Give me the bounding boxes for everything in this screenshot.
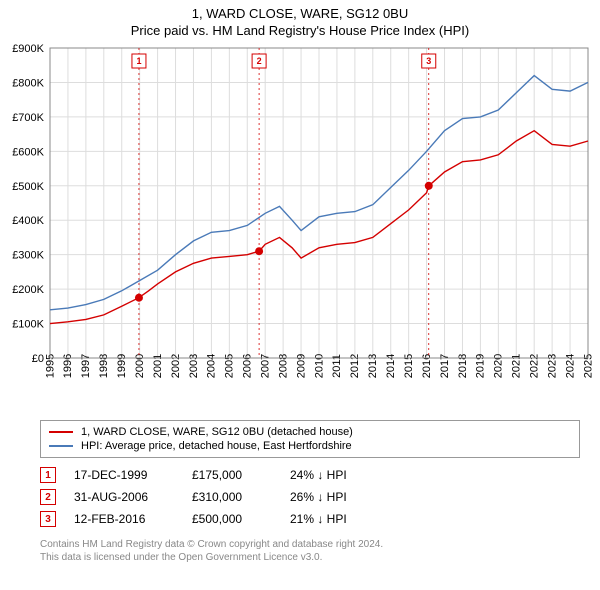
legend: 1, WARD CLOSE, WARE, SG12 0BU (detached … xyxy=(40,420,580,458)
event-hpi: 26% ↓ HPI xyxy=(290,490,390,504)
svg-text:2001: 2001 xyxy=(152,354,164,378)
legend-row: 1, WARD CLOSE, WARE, SG12 0BU (detached … xyxy=(49,425,571,439)
event-price: £500,000 xyxy=(192,512,272,526)
chart-svg: £0 £100K £200K £300K £400K £500K £600K £700K £80… xyxy=(0,42,600,412)
svg-text:2006: 2006 xyxy=(242,354,254,378)
svg-text:1: 1 xyxy=(136,56,141,66)
svg-text:2019: 2019 xyxy=(475,354,487,378)
event-table: 1 17-DEC-1999 £175,000 24% ↓ HPI 2 31-AUG-200… xyxy=(40,464,580,530)
svg-text:2015: 2015 xyxy=(403,354,415,378)
svg-text:2016: 2016 xyxy=(421,354,433,378)
svg-text:£300K: £300K xyxy=(12,250,44,262)
event-price: £175,000 xyxy=(192,468,272,482)
event-marker: 1 xyxy=(40,467,56,483)
event-price: £310,000 xyxy=(192,490,272,504)
svg-text:£100K: £100K xyxy=(12,319,44,331)
svg-text:2017: 2017 xyxy=(439,354,451,378)
svg-text:£200K: £200K xyxy=(12,284,44,296)
svg-text:£0: £0 xyxy=(32,353,44,365)
svg-text:1997: 1997 xyxy=(80,354,92,378)
event-date: 17-DEC-1999 xyxy=(74,468,174,482)
svg-text:2002: 2002 xyxy=(170,354,182,378)
svg-text:1996: 1996 xyxy=(62,354,74,378)
event-row: 1 17-DEC-1999 £175,000 24% ↓ HPI xyxy=(40,464,580,486)
svg-text:2009: 2009 xyxy=(295,354,307,378)
event-marker: 2 xyxy=(40,489,56,505)
event-date: 31-AUG-2006 xyxy=(74,490,174,504)
footer-line2: This data is licensed under the Open Gov… xyxy=(40,551,580,564)
event-date: 12-FEB-2016 xyxy=(74,512,174,526)
svg-text:2024: 2024 xyxy=(564,354,576,378)
svg-text:2008: 2008 xyxy=(277,354,289,378)
svg-text:2022: 2022 xyxy=(529,354,541,378)
footer-line1: Contains HM Land Registry data © Crown c… xyxy=(40,538,580,551)
legend-label: 1, WARD CLOSE, WARE, SG12 0BU (detached … xyxy=(81,426,353,438)
svg-text:2021: 2021 xyxy=(511,354,523,378)
chart-title: 1, WARD CLOSE, WARE, SG12 0BU xyxy=(0,0,600,21)
legend-label: HPI: Average price, detached house, East… xyxy=(81,440,352,452)
svg-text:2020: 2020 xyxy=(493,354,505,378)
svg-text:£700K: £700K xyxy=(12,112,44,124)
legend-swatch xyxy=(49,445,73,447)
legend-swatch xyxy=(49,431,73,433)
footer-attribution: Contains HM Land Registry data © Crown c… xyxy=(40,538,580,564)
event-row: 2 31-AUG-2006 £310,000 26% ↓ HPI xyxy=(40,486,580,508)
svg-text:2005: 2005 xyxy=(224,354,236,378)
svg-text:£500K: £500K xyxy=(12,181,44,193)
svg-text:2: 2 xyxy=(257,56,262,66)
svg-text:2010: 2010 xyxy=(313,354,325,378)
event-row: 3 12-FEB-2016 £500,000 21% ↓ HPI xyxy=(40,508,580,530)
event-marker: 3 xyxy=(40,511,56,527)
svg-text:2013: 2013 xyxy=(367,354,379,378)
svg-text:3: 3 xyxy=(426,56,431,66)
event-hpi: 24% ↓ HPI xyxy=(290,468,390,482)
svg-text:2018: 2018 xyxy=(457,354,469,378)
svg-text:£600K: £600K xyxy=(12,146,44,158)
svg-text:2000: 2000 xyxy=(134,354,146,378)
svg-text:2003: 2003 xyxy=(188,354,200,378)
svg-text:£800K: £800K xyxy=(12,77,44,89)
chart-container: 1, WARD CLOSE, WARE, SG12 0BU Price paid… xyxy=(0,0,600,590)
event-hpi: 21% ↓ HPI xyxy=(290,512,390,526)
legend-row: HPI: Average price, detached house, East… xyxy=(49,439,571,453)
svg-text:2014: 2014 xyxy=(385,354,397,378)
svg-text:£900K: £900K xyxy=(12,43,44,55)
svg-text:1999: 1999 xyxy=(116,354,128,378)
svg-text:£400K: £400K xyxy=(12,215,44,227)
chart-plot-area: £0 £100K £200K £300K £400K £500K £600K £700K £80… xyxy=(0,42,600,412)
svg-text:2012: 2012 xyxy=(349,354,361,378)
svg-text:1998: 1998 xyxy=(98,354,110,378)
svg-text:2007: 2007 xyxy=(260,354,272,378)
svg-text:2023: 2023 xyxy=(546,354,558,378)
chart-subtitle: Price paid vs. HM Land Registry's House … xyxy=(0,21,600,42)
svg-text:2004: 2004 xyxy=(206,354,218,378)
